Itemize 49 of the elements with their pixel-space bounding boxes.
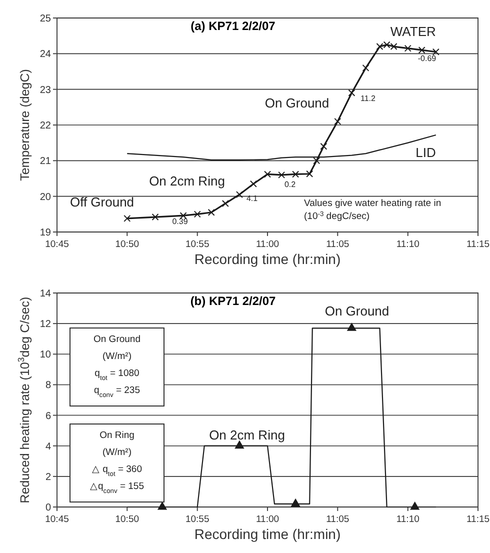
x-tick-label: 11:10 (396, 514, 420, 525)
x-tick-label: 10:45 (45, 239, 69, 250)
annotation: -0.69 (418, 54, 437, 63)
x-tick-label: 11:05 (326, 514, 350, 525)
x-tick-label: 10:55 (185, 239, 210, 250)
y-tick-label: 25 (40, 14, 52, 24)
x-tick-label: 10:50 (115, 514, 140, 525)
x-tick-label: 11:00 (256, 514, 280, 525)
y-tick-label: 0 (45, 502, 52, 514)
x-tick-label: 10:50 (115, 239, 140, 250)
annotation: Off Ground (70, 194, 134, 210)
y-axis-title: Temperature (degC) (18, 69, 32, 181)
annotation: 4.1 (246, 194, 258, 203)
y-tick-label: 20 (40, 192, 52, 203)
annotation: Values give water heating rate in (10$^{-3}$ degC/sec) (304, 198, 442, 222)
x-tick-label: 11:05 (326, 239, 350, 250)
chart-title: (a) KP71 2/2/07 (190, 19, 276, 33)
y-tick-label: 24 (40, 49, 52, 60)
annotation: 0.39 (172, 216, 188, 226)
x-tick-label: 11:00 (256, 239, 280, 250)
y-tick-label: 8 (45, 380, 52, 392)
text: On Ground (W/m²) q$_{tot}$ = 1080 q$_{conv}$ = 235 (94, 334, 140, 398)
x-tick-label: 10:45 (45, 514, 69, 525)
y-tick-label: 21 (40, 156, 52, 168)
annotation: On 2cm Ring (209, 428, 285, 443)
y-tick-label: 14 (40, 288, 52, 300)
x-tick-label: 11:15 (466, 239, 490, 250)
x-tick-label: 11:10 (396, 239, 420, 250)
y-tick-label: 22 (40, 120, 52, 132)
x-tick-label: 10:55 (185, 514, 210, 525)
annotation: 11.2 (360, 94, 376, 103)
annotation: 0.2 (284, 180, 296, 189)
annotation: On Ground (264, 96, 330, 111)
x-tick-label: 11:15 (466, 514, 490, 525)
y-tick-label: 23 (40, 84, 52, 96)
y-tick-label: 2 (45, 472, 52, 483)
y-tick-label: 10 (40, 350, 52, 361)
annotation: On Ground (324, 304, 390, 319)
y-tick-label: 12 (40, 319, 52, 330)
y-tick-label: 19 (40, 228, 52, 238)
y-tick-label: 6 (45, 410, 52, 422)
x-axis-title: Recording time (hr:min) (194, 526, 341, 542)
x-axis-title: Recording time (hr:min) (194, 251, 341, 267)
annotation: On 2cm Ring (149, 174, 225, 189)
y-tick-label: 4 (45, 441, 52, 452)
chart-title: (b) KP71 2/2/07 (190, 294, 276, 308)
series-label: LID (416, 144, 436, 160)
text: On Ring (W/m²) △ q$_{tot}$ = 360 △q$_{conv}$ = 155 (90, 430, 144, 494)
series-label: WATER (390, 24, 436, 39)
